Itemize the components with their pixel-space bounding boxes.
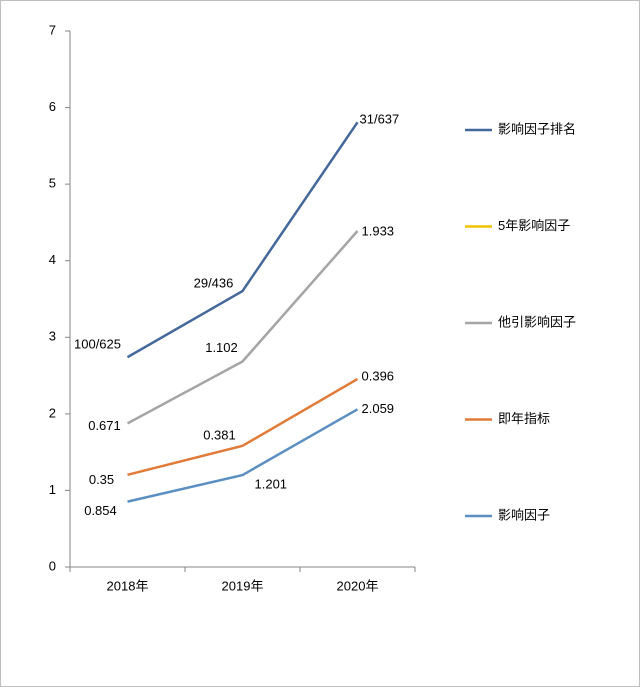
line-series [126,121,359,359]
y-tick-label: 5 [49,176,56,191]
data-label: 0.396 [362,368,395,383]
line-series [126,230,359,425]
legend-label: 影响因子 [498,507,550,522]
x-tick-label: 2020年 [337,578,379,593]
legend-label: 即年指标 [498,411,550,426]
line-series [127,408,359,503]
data-label: 1.102 [205,340,238,355]
data-label: 2.059 [362,401,395,416]
data-label: 31/637 [360,112,400,127]
x-tick-label: 2019年 [222,578,264,593]
y-tick-label: 7 [49,22,56,37]
legend-label: 5年影响因子 [498,218,570,233]
data-label: 1.201 [255,476,288,491]
y-tick-label: 4 [49,252,56,267]
legend-label: 影响因子排名 [498,121,576,136]
y-tick-label: 2 [49,405,56,420]
line-series [127,377,359,477]
y-tick-label: 3 [49,329,56,344]
legend-label: 他引影响因子 [498,314,576,329]
data-label: 0.381 [203,427,236,442]
y-tick-label: 1 [49,482,56,497]
data-label: 0.35 [89,472,114,487]
data-label: 29/436 [194,275,234,290]
y-tick-label: 0 [49,558,56,573]
data-label: 100/625 [74,337,121,352]
data-label: 0.854 [84,503,117,518]
data-label: 1.933 [362,223,395,238]
y-tick-label: 6 [49,99,56,114]
x-tick-label: 2018年 [107,578,149,593]
data-label: 0.671 [88,418,121,433]
